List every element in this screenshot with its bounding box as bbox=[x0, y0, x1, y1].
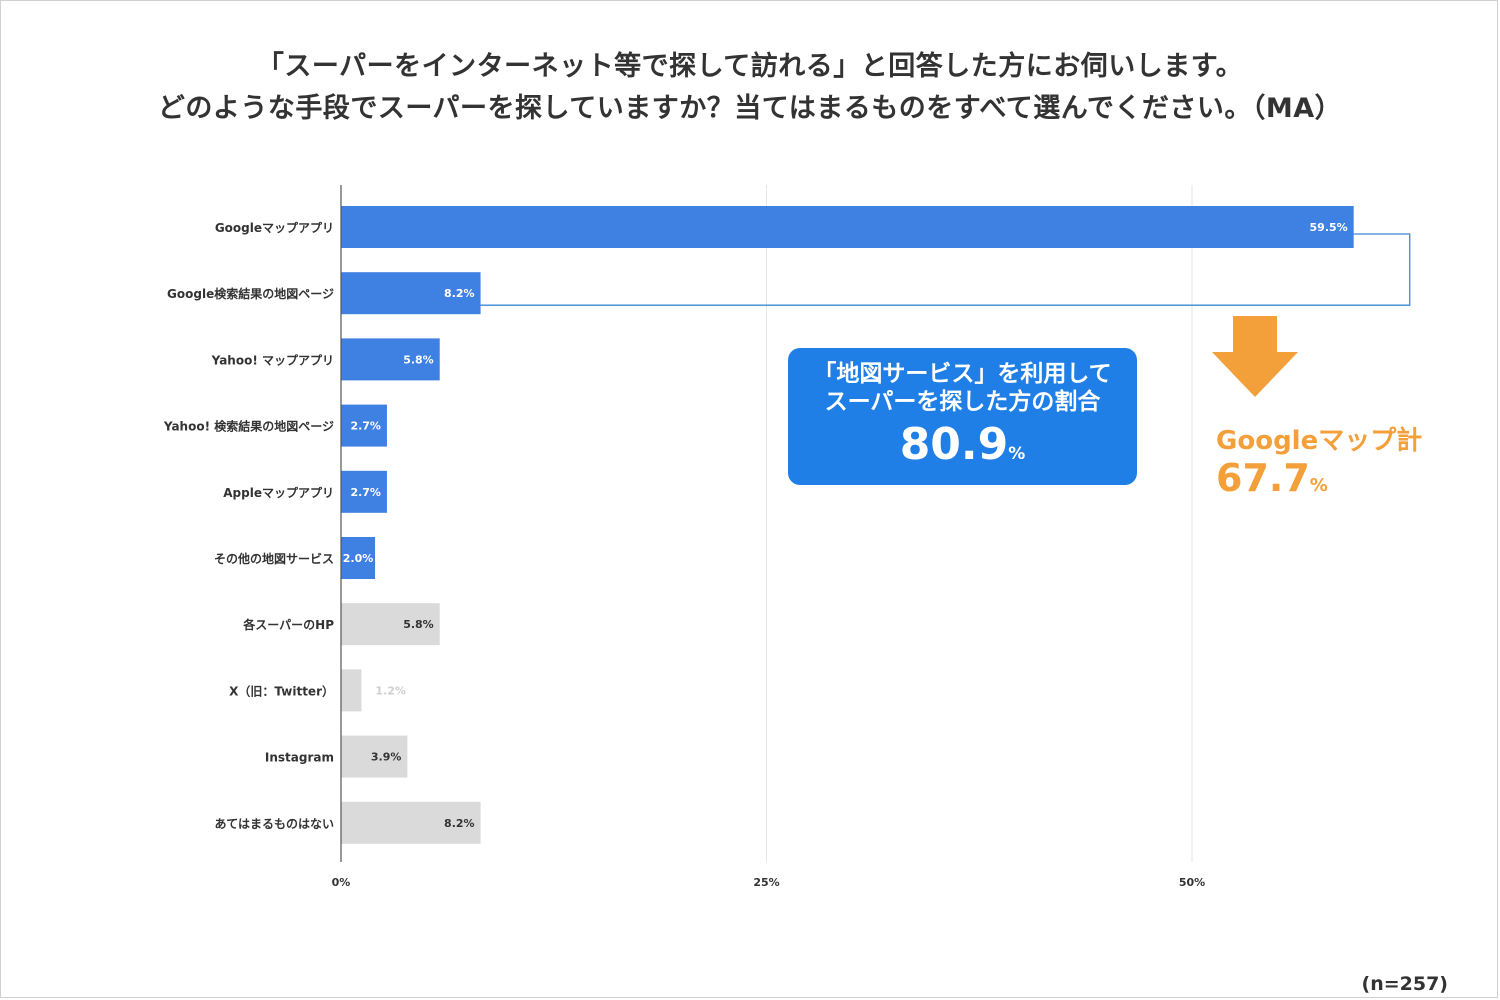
bar-9 bbox=[341, 801, 481, 844]
google-bracket-line bbox=[480, 233, 1411, 306]
category-label-7: X（旧：Twitter） bbox=[229, 683, 334, 698]
bar-6 bbox=[341, 603, 440, 646]
google-total-label: Googleマップ計 bbox=[1216, 426, 1423, 456]
summary-value: 80.9% bbox=[788, 416, 1137, 483]
bar-1 bbox=[341, 272, 481, 315]
category-label-0: Googleマップアプリ bbox=[215, 220, 334, 235]
summary-unit: % bbox=[1008, 444, 1026, 464]
value-label-4: 2.7% bbox=[350, 486, 381, 499]
category-label-6: 各スーパーのHP bbox=[242, 617, 334, 632]
tick-label-50: 50% bbox=[1179, 876, 1205, 889]
category-label-1: Google検索結果の地図ページ bbox=[167, 286, 334, 301]
category-label-8: Instagram bbox=[265, 751, 334, 765]
tick-label-25: 25% bbox=[753, 876, 779, 889]
summary-line1: 「地図サービス」を利用して bbox=[813, 361, 1112, 387]
value-label-8: 3.9% bbox=[371, 751, 402, 764]
chart-title-line2: どのような手段でスーパーを探していますか？当てはまるものをすべて選んでください。… bbox=[157, 93, 1343, 124]
bar-4 bbox=[341, 470, 387, 513]
down-arrow-icon bbox=[1212, 316, 1298, 397]
bar-8 bbox=[341, 735, 408, 778]
category-label-3: Yahoo! 検索結果の地図ページ bbox=[163, 419, 334, 434]
tick-label-0: 0% bbox=[332, 876, 351, 889]
bar-2 bbox=[341, 338, 440, 381]
bar-0 bbox=[341, 206, 1354, 248]
category-label-9: あてはまるものはない bbox=[214, 817, 334, 831]
bar-5 bbox=[341, 537, 376, 579]
value-label-3: 2.7% bbox=[350, 420, 381, 433]
category-label-2: Yahoo! マップアプリ bbox=[211, 352, 334, 367]
chart-title-line1: 「スーパーをインターネット等で探して訪れる」と回答した方にお伺いします。 bbox=[256, 51, 1244, 82]
bar-7 bbox=[341, 669, 362, 712]
value-label-0: 59.5% bbox=[1310, 221, 1348, 234]
google-total-value: 67.7% bbox=[1216, 456, 1328, 500]
summary-number: 80.9 bbox=[899, 419, 1009, 470]
summary-line2: スーパーを探した方の割合 bbox=[824, 389, 1101, 415]
category-label-4: Appleマップアプリ bbox=[223, 485, 334, 500]
value-label-5: 2.0% bbox=[343, 552, 374, 565]
value-label-6: 5.8% bbox=[403, 618, 434, 631]
value-label-1: 8.2% bbox=[444, 287, 475, 300]
value-label-7: 1.2% bbox=[375, 684, 406, 697]
category-label-5: その他の地図サービス bbox=[214, 551, 334, 566]
value-label-9: 8.2% bbox=[444, 817, 475, 830]
google-total-unit: % bbox=[1309, 475, 1328, 496]
map-service-summary-box: 「地図サービス」を利用して スーパーを探した方の割合 80.9% bbox=[788, 348, 1137, 485]
google-total-number: 67.7 bbox=[1216, 456, 1310, 500]
sample-size-note: (n=257) bbox=[1361, 973, 1448, 995]
value-label-2: 5.8% bbox=[403, 353, 434, 366]
bar-3 bbox=[341, 404, 387, 447]
